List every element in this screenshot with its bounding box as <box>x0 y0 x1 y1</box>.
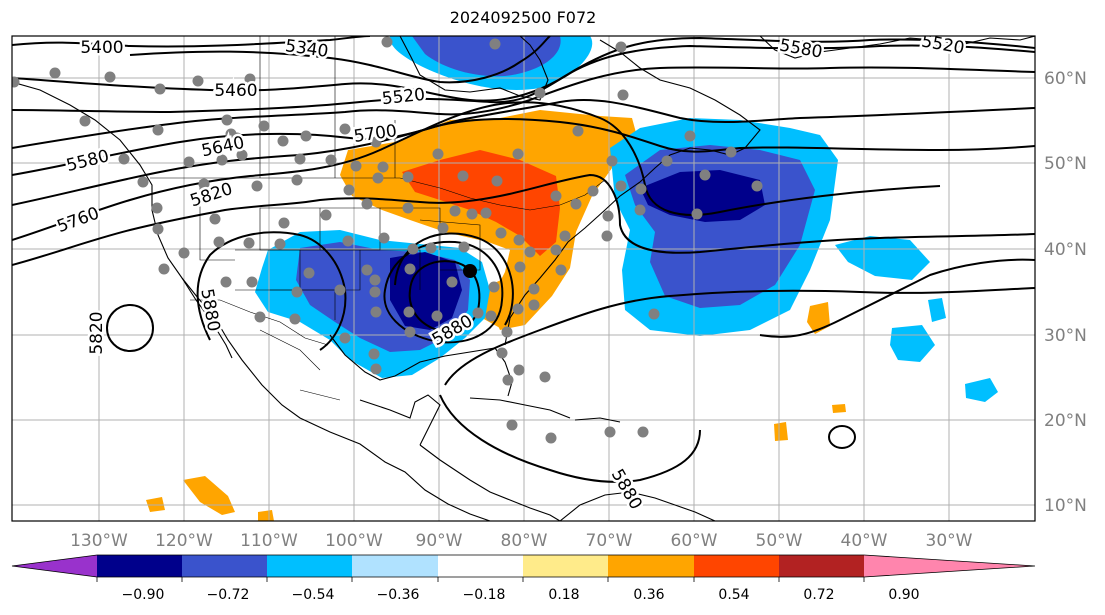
contour-label: 5520 <box>381 85 426 109</box>
contour-5880-east <box>444 287 1035 386</box>
lat-label: 30°N <box>1044 326 1087 346</box>
colorbar-tick-label: −0.90 <box>122 587 165 603</box>
lon-label: 90°W <box>416 531 463 551</box>
negative-anomaly-north-core <box>412 36 561 77</box>
colorbar-tick-label: 0.72 <box>803 587 834 603</box>
colorbar-tick-label: 0.54 <box>718 587 749 603</box>
colorbar-segment <box>608 555 694 577</box>
negative-anomaly-blob-2 <box>890 325 935 362</box>
map-frame <box>11 35 1036 522</box>
negative-anomaly-blob-1 <box>835 236 930 280</box>
lon-label: 60°W <box>671 531 718 551</box>
positive-anomaly-great-lakes-core <box>402 150 560 256</box>
coast-cuba <box>469 397 571 419</box>
border-canada-provinces <box>259 36 396 178</box>
contour-closed-small <box>828 425 856 449</box>
coast-gulf-of-mexico <box>329 334 513 397</box>
colorbar-segment <box>267 555 352 577</box>
colorbar-segment <box>97 555 182 577</box>
contour-5880-south <box>439 394 701 483</box>
contour-5400 <box>12 36 371 48</box>
coast-baja <box>181 277 233 359</box>
border-state-6 <box>360 249 421 290</box>
lon-label: 80°W <box>501 531 548 551</box>
coast-canada-east <box>599 39 761 183</box>
lon-label: 50°W <box>756 531 803 551</box>
highlighted-station <box>463 264 477 278</box>
colorbar-segment <box>523 555 608 577</box>
positive-anomaly-blob-1 <box>807 302 830 334</box>
lat-label: 40°N <box>1044 240 1087 260</box>
colorbar-segment <box>352 555 438 577</box>
lat-label: 10°N <box>1044 496 1087 516</box>
latitude-labels: 60°N 50°N 40°N 30°N 20°N 10°N <box>1044 69 1087 516</box>
colorbar-low-extend <box>12 555 97 577</box>
colorbar: −0.90 −0.72 −0.54 −0.36 −0.18 0.18 0.36 … <box>11 554 1036 603</box>
coast-central-america <box>419 444 561 521</box>
border-state-4 <box>235 249 301 291</box>
coast-hudson-bay <box>399 36 549 101</box>
positive-anomaly-great-lakes <box>340 110 638 330</box>
contour-label: 5460 <box>214 81 257 101</box>
contour-low-center-outer <box>383 240 504 344</box>
colorbar-tick-label: −0.36 <box>377 587 420 603</box>
contour-5820-main <box>12 173 1035 266</box>
negative-anomaly-blob-4 <box>965 378 998 402</box>
colorbar-high-extend <box>864 555 1035 577</box>
contour-low-center-mid <box>394 232 514 326</box>
contour-5580 <box>12 66 1035 149</box>
colorbar-tick-label: −0.54 <box>292 587 335 603</box>
positive-anomaly-blob-4 <box>258 510 274 521</box>
colorbar-tick-label: 0.18 <box>548 587 579 603</box>
positive-anomaly-blob-6 <box>832 404 846 413</box>
coast-pacific-north-america <box>12 81 491 521</box>
border-state-8 <box>419 219 481 271</box>
contour-5760 <box>12 101 941 241</box>
coast-yucatan <box>359 394 441 446</box>
station-markers <box>12 36 763 444</box>
contour-5520 <box>12 44 1035 114</box>
map-area: 5400 5340 5460 5520 5580 5520 5700 5640 … <box>12 36 1035 521</box>
colorbar-segment <box>779 555 864 577</box>
lon-label: 40°W <box>841 531 888 551</box>
coastlines <box>12 36 1035 521</box>
map-title: 2024092500 F072 <box>449 8 597 27</box>
coast-south-america <box>559 491 716 521</box>
contour-label: 5820 <box>87 311 107 354</box>
contour-5880-main <box>196 231 347 351</box>
lon-label: 130°W <box>70 531 128 551</box>
colorbar-tick-label: 0.90 <box>888 587 919 603</box>
coast-greenland <box>759 36 1035 59</box>
contour-label: 5400 <box>80 38 123 58</box>
lat-label: 50°N <box>1044 154 1087 174</box>
contour-5820-closed <box>106 304 154 352</box>
border-state-9 <box>199 180 235 261</box>
lon-label: 100°W <box>325 531 383 551</box>
colorbar-segment <box>182 555 267 577</box>
border-state-3 <box>380 207 441 250</box>
positive-anomaly-blob-5 <box>774 422 788 441</box>
lon-label: 30°W <box>926 531 973 551</box>
lat-label: 20°N <box>1044 411 1087 431</box>
contour-5640 <box>12 99 1035 176</box>
lat-label: 60°N <box>1044 69 1087 89</box>
colorbar-tick-label: −0.18 <box>463 587 506 603</box>
lon-label: 70°W <box>586 531 633 551</box>
colorbar-segment <box>438 555 523 577</box>
lon-label: 110°W <box>240 531 298 551</box>
colorbar-tick-label: −0.72 <box>207 587 250 603</box>
longitude-labels: 130°W 120°W 110°W 100°W 90°W 80°W 70°W 6… <box>70 531 973 551</box>
coast-hispaniola <box>574 417 621 423</box>
contour-5340 <box>129 36 551 84</box>
negative-anomaly-blob-3 <box>928 298 946 322</box>
colorbar-tick-label: 0.36 <box>633 587 664 603</box>
colorbar-segment <box>694 555 779 577</box>
border-mexico-states <box>259 329 341 401</box>
contour-5880-atlantic <box>759 258 1035 338</box>
lon-label: 120°W <box>155 531 213 551</box>
contour-5460 <box>12 36 1035 102</box>
